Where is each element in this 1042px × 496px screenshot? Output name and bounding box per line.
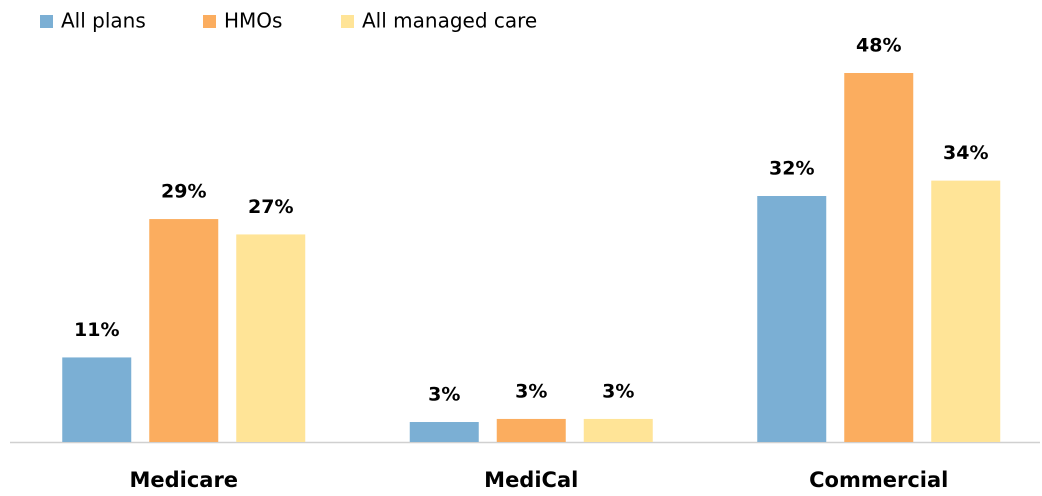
value-label: 29% (161, 181, 206, 203)
value-label: 3% (602, 380, 634, 402)
bar (757, 196, 827, 442)
value-label: 34% (943, 142, 988, 164)
bar (844, 73, 914, 442)
legend-label: All managed care (362, 9, 537, 33)
legend-swatch (203, 15, 216, 28)
x-tick-label: Medicare (129, 468, 238, 492)
legend-label: HMOs (224, 9, 282, 33)
value-label: 3% (428, 384, 460, 406)
bar (236, 234, 306, 442)
bar (931, 180, 1001, 442)
value-label: 11% (74, 319, 119, 341)
x-tick-label: Commercial (809, 468, 948, 492)
value-label: 48% (856, 35, 901, 57)
x-tick-label: MediCal (484, 468, 578, 492)
bar (149, 219, 219, 442)
bar (583, 418, 653, 442)
legend-swatch (40, 15, 53, 28)
value-label: 3% (515, 380, 547, 402)
bar (409, 422, 479, 442)
value-label: 27% (248, 196, 293, 218)
value-label: 32% (769, 158, 814, 180)
legend-swatch (341, 15, 354, 28)
legend-label: All plans (61, 9, 146, 33)
bar (496, 418, 566, 442)
bar (62, 357, 132, 442)
